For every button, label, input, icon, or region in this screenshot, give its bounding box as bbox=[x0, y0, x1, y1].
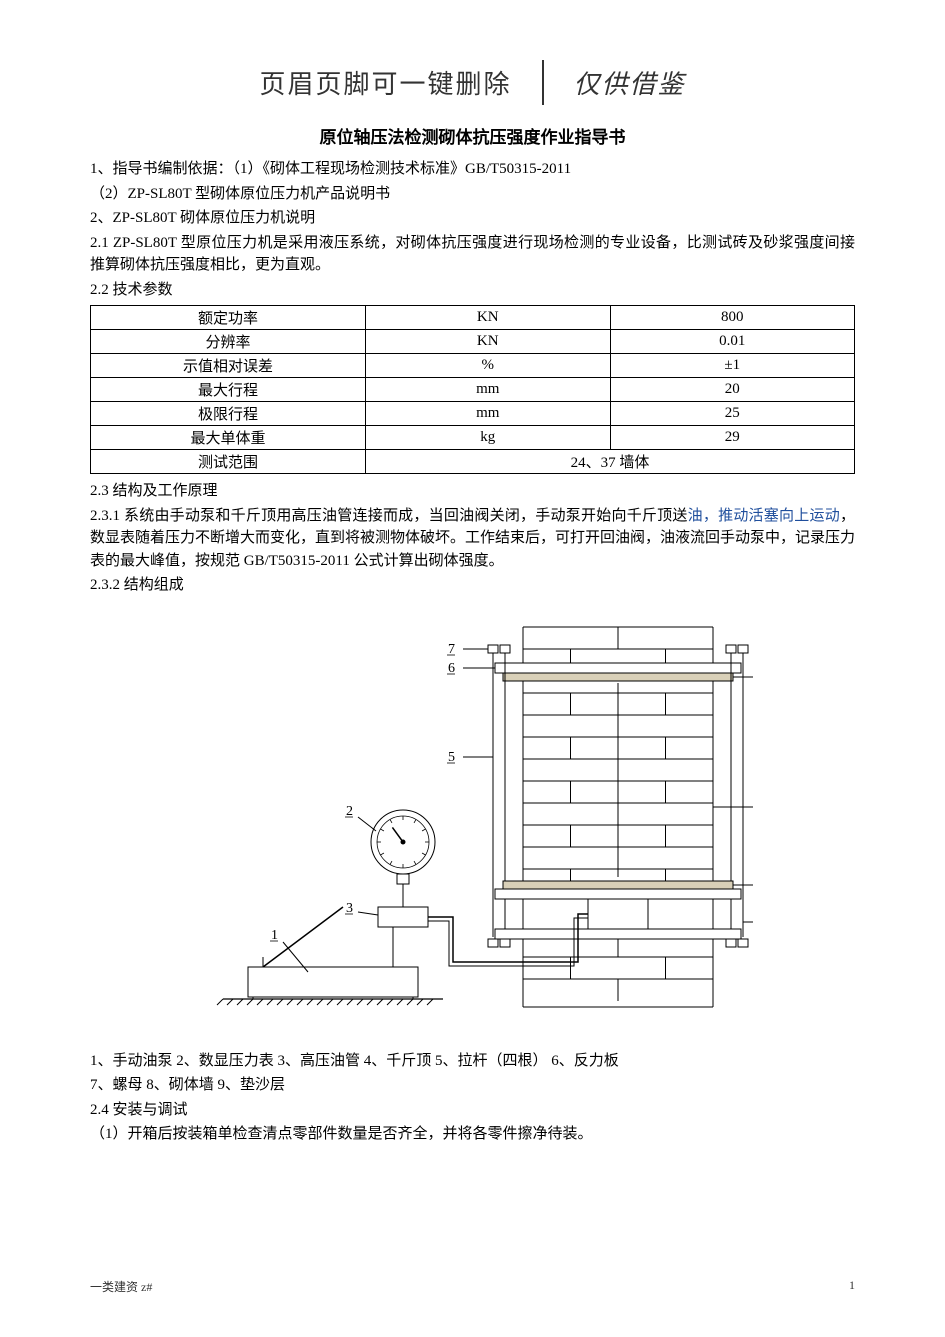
line-2-4-1: （1）开箱后按装箱单检查清点零部件数量是否齐全，并将各零件擦净待装。 bbox=[90, 1123, 855, 1146]
table-cell: 最大单体重 bbox=[91, 426, 366, 450]
table-cell: 25 bbox=[610, 402, 855, 426]
line-2-3: 2.3 结构及工作原理 bbox=[90, 480, 855, 503]
table-row: 最大行程mm20 bbox=[91, 378, 855, 402]
header-right-text: 仅供借鉴 bbox=[544, 60, 696, 105]
line-2-4: 2.4 安装与调试 bbox=[90, 1099, 855, 1122]
document-title: 原位轴压法检测砌体抗压强度作业指导书 bbox=[90, 123, 855, 148]
table-cell: % bbox=[366, 354, 610, 378]
table-cell: 24、37 墙体 bbox=[366, 450, 855, 474]
footer-left: 一类建资 z# bbox=[90, 1278, 152, 1295]
table-cell: ±1 bbox=[610, 354, 855, 378]
line-basis-2: （2）ZP-SL80T 型砌体原位压力机产品说明书 bbox=[90, 183, 855, 206]
page-header: 页眉页脚可一键删除 仅供借鉴 bbox=[90, 60, 855, 105]
line-2-3-2: 2.3.2 结构组成 bbox=[90, 574, 855, 597]
line-basis-1: 1、指导书编制依据：（1）《砌体工程现场检测技术标准》GB/T50315-201… bbox=[90, 158, 855, 181]
table-cell: 800 bbox=[610, 306, 855, 330]
header-left-text: 页眉页脚可一键删除 bbox=[249, 60, 543, 105]
table-cell: 测试范围 bbox=[91, 450, 366, 474]
diagram-svg: 1234567899 bbox=[193, 607, 753, 1027]
line-2-1: 2.1 ZP-SL80T 型原位压力机是采用液压系统，对砌体抗压强度进行现场检测… bbox=[90, 232, 855, 277]
table-cell: 0.01 bbox=[610, 330, 855, 354]
table-cell: KN bbox=[366, 306, 610, 330]
table-cell: 29 bbox=[610, 426, 855, 450]
table-cell: kg bbox=[366, 426, 610, 450]
line-2-3-1: 2.3.1 系统由手动泵和千斤顶用高压油管连接而成，当回油阀关闭，手动泵开始向千… bbox=[90, 505, 855, 573]
page-footer: 一类建资 z# 1 bbox=[90, 1278, 855, 1295]
table-cell: 示值相对误差 bbox=[91, 354, 366, 378]
table-cell: 分辨率 bbox=[91, 330, 366, 354]
parts-legend-2: 7、螺母 8、砌体墙 9、垫沙层 bbox=[90, 1074, 855, 1097]
table-row: 分辨率KN0.01 bbox=[91, 330, 855, 354]
table-row: 示值相对误差%±1 bbox=[91, 354, 855, 378]
text-fragment: 2.3.1 系统由手动泵和千斤顶用高压油管连接而成，当回油阀关闭，手动泵开始向千… bbox=[90, 508, 688, 524]
text-fragment-blue: 油，推动活塞向上运动 bbox=[688, 508, 840, 524]
table-row: 额定功率KN800 bbox=[91, 306, 855, 330]
footer-page-number: 1 bbox=[849, 1278, 855, 1295]
table-cell: KN bbox=[366, 330, 610, 354]
table-cell: mm bbox=[366, 378, 610, 402]
table-row: 最大单体重kg29 bbox=[91, 426, 855, 450]
document-page: 页眉页脚可一键删除 仅供借鉴 原位轴压法检测砌体抗压强度作业指导书 1、指导书编… bbox=[0, 0, 945, 1337]
table-cell: 额定功率 bbox=[91, 306, 366, 330]
spec-table: 额定功率KN800分辨率KN0.01示值相对误差%±1最大行程mm20极限行程m… bbox=[90, 305, 855, 474]
table-cell: 20 bbox=[610, 378, 855, 402]
table-cell: 极限行程 bbox=[91, 402, 366, 426]
table-row: 测试范围24、37 墙体 bbox=[91, 450, 855, 474]
table-cell: 最大行程 bbox=[91, 378, 366, 402]
line-2-2: 2.2 技术参数 bbox=[90, 279, 855, 302]
structure-diagram: 1234567899 bbox=[90, 607, 855, 1032]
table-row: 极限行程mm25 bbox=[91, 402, 855, 426]
line-section-2: 2、ZP-SL80T 砌体原位压力机说明 bbox=[90, 207, 855, 230]
parts-legend-1: 1、手动油泵 2、数显压力表 3、高压油管 4、千斤顶 5、拉杆（四根） 6、反… bbox=[90, 1050, 855, 1073]
table-cell: mm bbox=[366, 402, 610, 426]
